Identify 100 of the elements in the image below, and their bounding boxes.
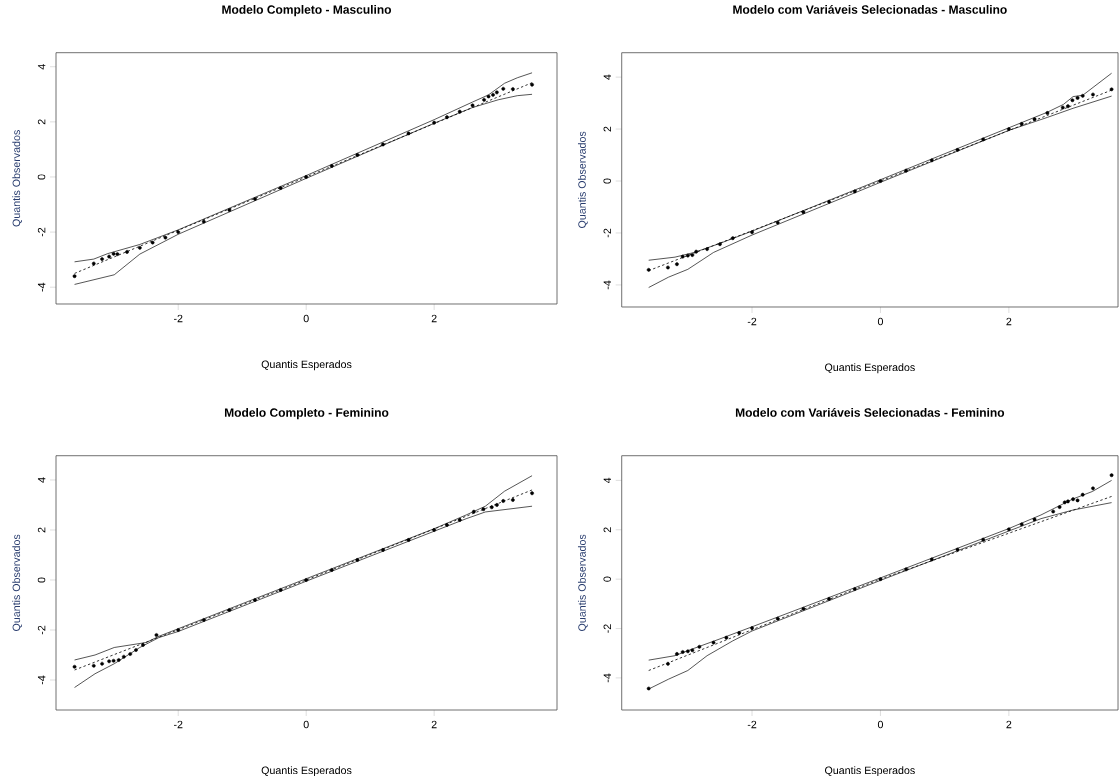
- point: [100, 661, 104, 666]
- point: [121, 654, 126, 659]
- point: [278, 186, 283, 190]
- point: [141, 643, 145, 647]
- point: [724, 635, 729, 640]
- point: [329, 568, 334, 572]
- x-tick-label: 0: [303, 720, 309, 729]
- point: [72, 664, 77, 669]
- point: [482, 97, 486, 102]
- point: [1066, 499, 1070, 504]
- point: [737, 631, 742, 635]
- point: [1062, 500, 1067, 505]
- point: [154, 633, 159, 637]
- point: [150, 240, 155, 245]
- x-axis-title: Quantis Esperados: [825, 766, 915, 776]
- point: [690, 253, 695, 257]
- y-tick-label: -4: [603, 280, 611, 290]
- x-tick-label: 2: [431, 720, 437, 729]
- point: [278, 588, 283, 592]
- point: [878, 577, 883, 582]
- point: [827, 597, 831, 601]
- y-tick-label: -2: [603, 228, 611, 238]
- x-tick-label: 0: [303, 314, 309, 323]
- point: [355, 153, 360, 157]
- y-tick-label: 0: [603, 178, 611, 184]
- point: [1051, 509, 1056, 514]
- point: [471, 509, 476, 514]
- point: [406, 131, 411, 136]
- y-tick-label: 4: [37, 64, 46, 70]
- point: [646, 267, 651, 272]
- chart-title: Modelo Completo - Masculino: [222, 4, 392, 17]
- point: [718, 242, 722, 247]
- y-tick-label: 2: [37, 527, 46, 533]
- point: [852, 189, 857, 194]
- y-tick-label: -4: [37, 282, 46, 292]
- point: [904, 567, 909, 572]
- point: [775, 220, 780, 225]
- y-tick-label: -2: [603, 624, 611, 633]
- point: [489, 505, 494, 510]
- point: [253, 197, 257, 201]
- point: [981, 137, 986, 142]
- point: [929, 557, 934, 562]
- point: [878, 179, 883, 183]
- point: [486, 94, 491, 99]
- x-axis-title: Quantis Esperados: [261, 766, 352, 776]
- point: [680, 254, 685, 259]
- chart-title: Modelo com Variáveis Selecionadas - Masculino: [733, 4, 1007, 14]
- point: [530, 491, 534, 496]
- y-tick-label: 2: [37, 119, 46, 125]
- point: [801, 606, 806, 611]
- point: [227, 608, 232, 612]
- chart-title: Modelo Completo - Feminino: [224, 408, 389, 420]
- point: [176, 230, 181, 234]
- point: [1007, 527, 1011, 532]
- y-tick-label: 0: [37, 174, 46, 180]
- point: [111, 658, 116, 663]
- y-axis-title: Quantis Observados: [12, 534, 23, 631]
- point: [750, 230, 754, 235]
- point: [697, 644, 702, 649]
- y-tick-label: 2: [603, 527, 611, 533]
- point: [115, 252, 120, 256]
- x-tick-label: 0: [877, 317, 884, 326]
- point: [457, 518, 462, 522]
- point: [501, 86, 506, 91]
- point: [666, 265, 670, 270]
- point: [1091, 92, 1095, 97]
- x-tick-label: -2: [747, 720, 757, 729]
- y-tick-label: 4: [603, 477, 611, 484]
- point: [1007, 127, 1011, 131]
- y-tick-label: 0: [37, 577, 46, 583]
- point: [481, 507, 486, 512]
- point: [381, 142, 385, 147]
- point: [666, 661, 670, 666]
- x-axis-title: Quantis Esperados: [261, 360, 352, 371]
- y-axis-title: Quantis Observados: [577, 131, 588, 228]
- point: [711, 640, 716, 645]
- x-tick-label: 2: [1006, 317, 1012, 326]
- point: [981, 537, 986, 542]
- chart-title: Modelo com Variáveis Selecionadas - Feminino: [735, 407, 1005, 417]
- y-tick-label: 2: [603, 126, 611, 132]
- point: [929, 158, 934, 163]
- point: [445, 523, 449, 527]
- point: [1091, 486, 1095, 491]
- point: [1080, 93, 1085, 98]
- point: [510, 498, 515, 502]
- point: [137, 245, 142, 250]
- point: [1080, 492, 1085, 497]
- point: [801, 210, 806, 215]
- point: [955, 147, 960, 152]
- y-tick-label: 4: [37, 477, 46, 483]
- point: [1071, 497, 1075, 502]
- point: [201, 219, 206, 224]
- point: [1032, 117, 1037, 122]
- point: [491, 92, 495, 97]
- point: [730, 236, 735, 241]
- point: [470, 103, 475, 108]
- y-tick-label: 4: [603, 74, 611, 80]
- point: [432, 528, 437, 532]
- point: [685, 649, 690, 654]
- x-tick-label: 2: [1006, 720, 1012, 729]
